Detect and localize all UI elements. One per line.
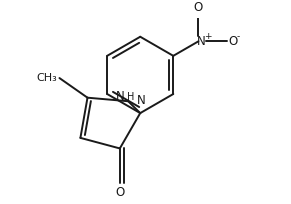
Text: H: H: [127, 92, 134, 102]
Text: O: O: [115, 186, 125, 199]
Text: -: -: [237, 32, 240, 41]
Text: N: N: [116, 90, 124, 103]
Text: O: O: [194, 1, 203, 14]
Text: +: +: [204, 32, 211, 41]
Text: N: N: [137, 94, 146, 107]
Text: N: N: [197, 35, 205, 48]
Text: O: O: [229, 35, 238, 48]
Text: CH₃: CH₃: [36, 73, 57, 83]
